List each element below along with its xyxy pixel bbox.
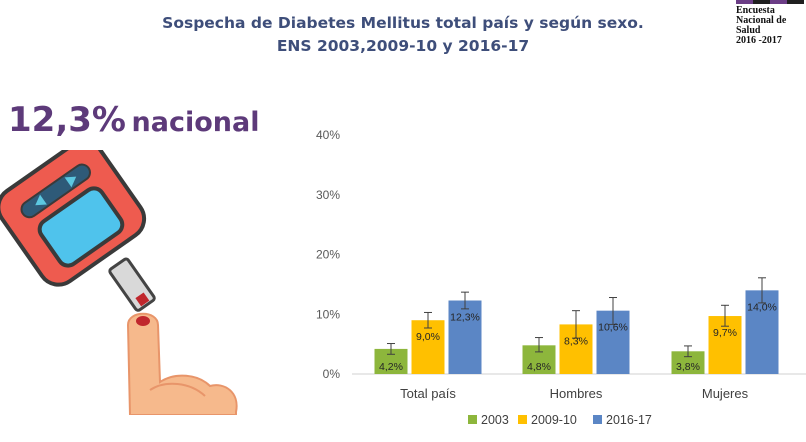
bar-2016-17 <box>745 290 779 374</box>
data-label: 9,0% <box>416 331 440 343</box>
national-prevalence-label: nacional <box>131 107 260 138</box>
legend-swatch-2016-17 <box>593 415 602 424</box>
data-label: 14,0% <box>747 301 777 313</box>
data-label: 12,3% <box>450 312 480 324</box>
bar-2003 <box>671 351 705 374</box>
y-tick-label: 30% <box>316 188 340 202</box>
bar-2009-10 <box>411 320 445 374</box>
logo-line-1: Encuesta <box>736 5 775 16</box>
national-prevalence-headline: 12,3% nacional <box>8 100 260 140</box>
legend-label-2016-17: 2016-17 <box>606 413 652 427</box>
data-label: 3,8% <box>676 361 700 373</box>
bar-2016-17 <box>448 300 482 374</box>
logo-color-bar <box>736 0 804 4</box>
ens-logo: Encuesta Nacional de Salud 2016 -2017 <box>736 0 806 46</box>
logo-line-2: Nacional de <box>736 15 787 26</box>
data-label: 8,3% <box>564 335 588 347</box>
data-label: 4,8% <box>527 361 551 373</box>
national-prevalence-value: 12,3% <box>8 100 126 140</box>
logo-line-3: Salud <box>736 25 761 36</box>
chart-title: Sospecha de Diabetes Mellitus total país… <box>162 14 644 32</box>
y-tick-label: 20% <box>316 248 340 262</box>
x-category-label: Mujeres <box>702 386 749 401</box>
chart-subtitle: ENS 2003,2009-10 y 2016-17 <box>276 37 530 55</box>
legend-swatch-2003 <box>468 415 477 424</box>
legend-label-2003: 2003 <box>481 413 509 427</box>
x-category-label: Total país <box>400 386 456 401</box>
data-label: 9,7% <box>713 327 737 339</box>
glucometer-finger-icon <box>0 150 238 415</box>
data-label: 4,2% <box>379 361 403 373</box>
data-label: 10,6% <box>598 322 628 334</box>
x-category-label: Hombres <box>550 386 603 401</box>
y-tick-label: 10% <box>316 307 340 321</box>
legend-swatch-2009-10 <box>518 415 527 424</box>
legend-label-2009-10: 2009-10 <box>531 413 577 427</box>
y-tick-label: 0% <box>323 367 341 381</box>
logo-line-4: 2016 -2017 <box>736 35 782 46</box>
y-tick-label: 40% <box>316 128 340 142</box>
